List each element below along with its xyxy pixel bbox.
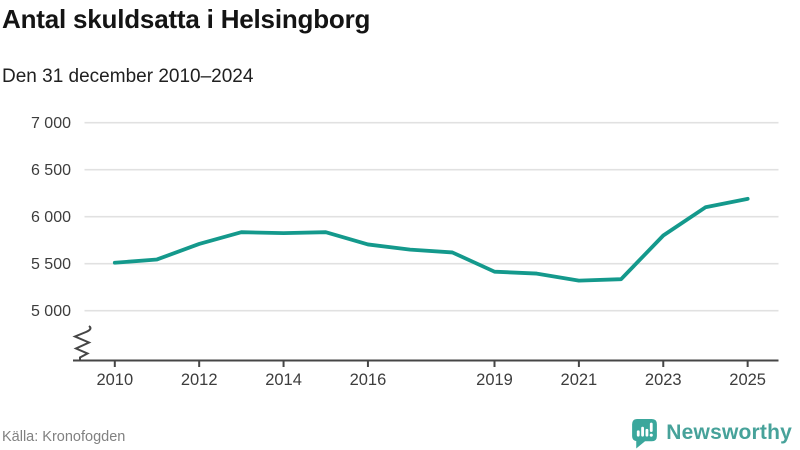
x-tick-label: 2016 [350,371,387,389]
data-line-antal-skuldsatta [112,196,750,283]
y-tick-label: 5 500 [31,256,71,273]
newsworthy-icon [632,418,658,448]
y-tick-label: 6 000 [31,209,71,226]
x-tick-label: 2019 [476,371,513,389]
x-tick-label: 2014 [265,371,302,389]
x-tick-label: 2025 [729,371,766,389]
y-tick-label: 5 000 [31,303,71,320]
source-note: Källa: Kronofogden [2,429,126,445]
y-tick-label: 7 000 [31,115,71,132]
x-tick-label: 2012 [181,371,218,389]
brand-logo: Newsworthy [631,418,792,448]
axis-break-icon [72,325,92,361]
x-tick-label: 2021 [561,371,598,389]
brand-name: Newsworthy [666,421,792,444]
chart-title: Antal skuldsatta i Helsingborg [2,4,371,34]
chart-subtitle: Den 31 december 2010–2024 [2,66,254,87]
x-tick-label: 2010 [96,371,133,389]
y-tick-label: 6 500 [31,162,71,179]
x-tick-label: 2023 [645,371,682,389]
